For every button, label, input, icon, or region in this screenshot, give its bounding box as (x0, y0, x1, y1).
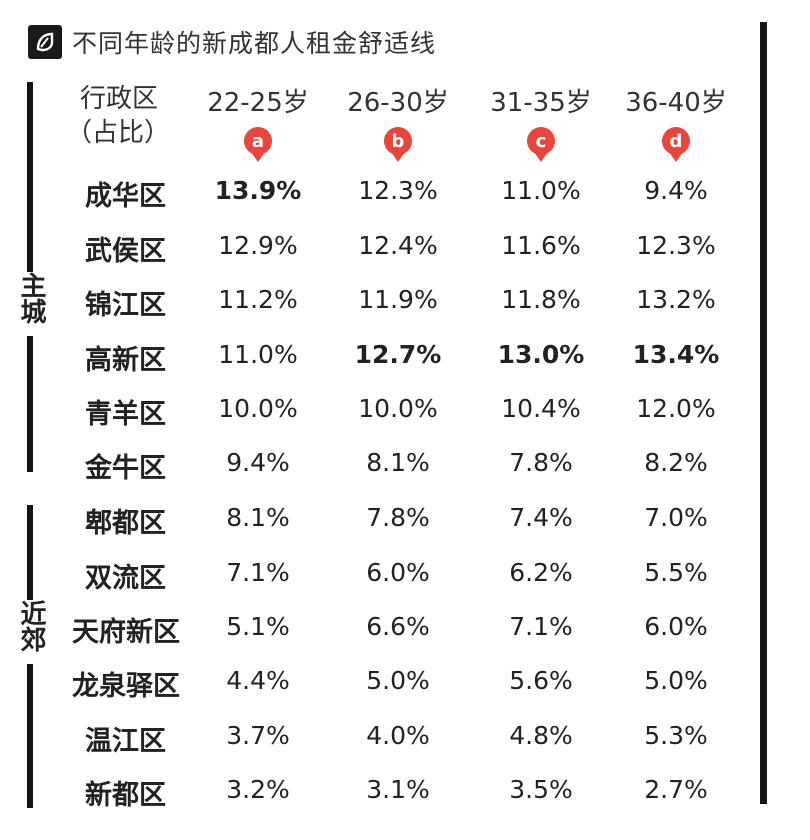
row-label: 温江区 (85, 726, 166, 757)
row-label: 郫都区 (85, 508, 166, 539)
table-cell: 3.5% (509, 775, 573, 804)
table-cell: 5.5% (644, 558, 708, 587)
table-cell: 6.2% (509, 558, 573, 587)
table-cell: 3.2% (226, 775, 290, 804)
table-cell: 9.4% (644, 176, 708, 205)
table-cell: 6.0% (644, 612, 708, 641)
row-label: 双流区 (85, 563, 166, 594)
table-cell: 12.0% (636, 394, 716, 423)
row-label: 锦江区 (85, 290, 166, 321)
district-header-line1: 行政区 (80, 84, 159, 114)
table-cell: 12.9% (218, 231, 298, 260)
table-cell: 3.1% (366, 775, 430, 804)
table-cell: 11.0% (218, 340, 298, 369)
row-label: 天府新区 (72, 617, 180, 648)
table-cell: 8.2% (644, 448, 708, 477)
table-cell: 5.0% (366, 666, 430, 695)
marker-pointer (669, 152, 683, 162)
column-header-3: 31-35岁 (490, 88, 592, 118)
marker-circle (244, 127, 272, 155)
table-cell: 7.1% (226, 558, 290, 587)
marker-pointer (251, 152, 265, 162)
district-header: 行政区 （占比） (66, 82, 170, 150)
table-cell: 3.7% (226, 721, 290, 750)
table-cell: 12.7% (354, 340, 442, 369)
table-cell: 5.6% (509, 666, 573, 695)
table-cell: 8.1% (226, 503, 290, 532)
marker-letter: a (252, 131, 264, 152)
table-cell: 7.0% (644, 503, 708, 532)
group-label-main-text: 主城 (16, 272, 46, 324)
table-cell: 7.8% (509, 448, 573, 477)
group-label-suburb-text: 近郊 (16, 600, 46, 652)
marker-circle (527, 127, 555, 155)
table-cell: 13.9% (214, 176, 302, 205)
marker-letter: d (670, 131, 683, 152)
table-cell: 8.1% (366, 448, 430, 477)
table-cell: 4.4% (226, 666, 290, 695)
marker-pointer (391, 152, 405, 162)
table-cell: 12.3% (636, 231, 716, 260)
table-cell: 2.7% (644, 775, 708, 804)
table-cell: 7.8% (366, 503, 430, 532)
table-cell: 9.4% (226, 448, 290, 477)
column-header-1: 22-25岁 (207, 88, 309, 118)
table-cell: 10.0% (218, 394, 298, 423)
row-label: 青羊区 (85, 399, 166, 430)
table-cell: 11.9% (358, 285, 438, 314)
table-cell: 6.6% (366, 612, 430, 641)
group-label-suburb: 近郊 (16, 600, 46, 664)
group-label-main: 主城 (16, 272, 46, 336)
table-cell: 11.0% (501, 176, 581, 205)
row-label: 金牛区 (85, 453, 166, 484)
marker-letter: b (392, 131, 405, 152)
marker-icon-c: c (527, 127, 555, 162)
column-header-4: 36-40岁 (625, 88, 727, 118)
row-label: 成华区 (85, 181, 166, 212)
table-cell: 10.4% (501, 394, 581, 423)
table-cell: 13.2% (636, 285, 716, 314)
marker-circle (384, 127, 412, 155)
table-cell: 5.1% (226, 612, 290, 641)
table-cell: 11.8% (501, 285, 581, 314)
table-cell: 13.0% (497, 340, 585, 369)
logo-icon (28, 25, 62, 59)
table-cell: 12.4% (358, 231, 438, 260)
right-rule (760, 22, 767, 804)
table-cell: 10.0% (358, 394, 438, 423)
row-label: 新都区 (85, 780, 166, 811)
page-title: 不同年龄的新成都人租金舒适线 (72, 29, 437, 58)
marker-circle (662, 127, 690, 155)
table-cell: 11.2% (218, 285, 298, 314)
table-cell: 13.4% (632, 340, 720, 369)
district-header-line2: （占比） (66, 118, 171, 148)
column-header-2: 26-30岁 (347, 88, 449, 118)
row-label: 龙泉驿区 (72, 671, 180, 702)
marker-icon-d: d (662, 127, 690, 162)
row-label: 武侯区 (85, 236, 166, 267)
marker-pointer (534, 152, 548, 162)
table-cell: 4.8% (509, 721, 573, 750)
table-cell: 5.0% (644, 666, 708, 695)
table-cell: 7.4% (509, 503, 573, 532)
marker-icon-b: b (384, 127, 412, 162)
marker-icon-a: a (244, 127, 272, 162)
title-row: 不同年龄的新成都人租金舒适线 (28, 22, 436, 62)
table-cell: 11.6% (501, 231, 581, 260)
marker-letter: c (536, 131, 547, 152)
table-cell: 6.0% (366, 558, 430, 587)
table-cell: 4.0% (366, 721, 430, 750)
table-cell: 12.3% (358, 176, 438, 205)
table-cell: 7.1% (509, 612, 573, 641)
table-cell: 5.3% (644, 721, 708, 750)
row-label: 高新区 (85, 345, 166, 376)
